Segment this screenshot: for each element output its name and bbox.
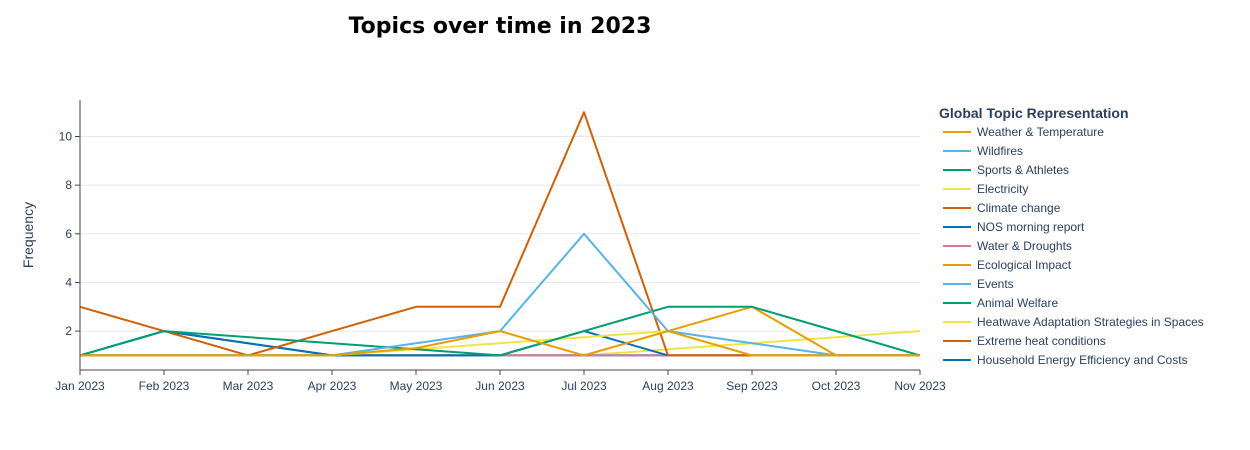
x-tick-label: Nov 2023 <box>894 379 946 393</box>
legend-label: Sports & Athletes <box>977 163 1069 177</box>
y-tick-label: 10 <box>59 129 73 143</box>
legend-label: NOS morning report <box>977 220 1085 234</box>
legend-item[interactable]: Heatwave Adaptation Strategies in Spaces <box>943 315 1204 329</box>
legend-label: Climate change <box>977 201 1061 215</box>
legend-item[interactable]: Wildfires <box>943 144 1023 158</box>
legend-item[interactable]: NOS morning report <box>943 220 1085 234</box>
x-tick-label: Aug 2023 <box>642 379 694 393</box>
axis-layer: 2 4 6 8 10 Jan 2023 Feb 2023 Mar 2023 Apr 2023 Ma… <box>20 100 946 393</box>
x-tick-label: Jul 2023 <box>561 379 607 393</box>
legend-item[interactable]: Household Energy Efficiency and Costs <box>943 353 1188 367</box>
legend-item[interactable]: Sports & Athletes <box>943 163 1069 177</box>
x-tick-label: Feb 2023 <box>139 379 190 393</box>
legend-label: Electricity <box>977 182 1028 196</box>
legend-label: Events <box>977 277 1014 291</box>
legend[interactable]: Global Topic Representation Weather & Tem… <box>939 105 1204 367</box>
legend-label: Household Energy Efficiency and Costs <box>977 353 1188 367</box>
y-tick-label: 4 <box>65 275 72 289</box>
legend-item[interactable]: Animal Welfare <box>943 296 1058 310</box>
y-axis-title: Frequency <box>20 202 36 268</box>
y-tick-label: 6 <box>65 227 72 241</box>
x-tick-label: Mar 2023 <box>223 379 274 393</box>
x-tick-label: Sep 2023 <box>726 379 778 393</box>
legend-title: Global Topic Representation <box>939 105 1129 121</box>
legend-label: Water & Droughts <box>977 239 1072 253</box>
legend-item[interactable]: Weather & Temperature <box>943 125 1104 139</box>
legend-label: Heatwave Adaptation Strategies in Spaces <box>977 315 1204 329</box>
legend-label: Weather & Temperature <box>977 125 1104 139</box>
legend-label: Animal Welfare <box>977 296 1058 310</box>
legend-item[interactable]: Climate change <box>943 201 1061 215</box>
legend-item[interactable]: Electricity <box>943 182 1028 196</box>
x-tick-label: Apr 2023 <box>308 379 357 393</box>
x-tick-label: Jun 2023 <box>475 379 525 393</box>
chart-title: Topics over time in 2023 <box>348 14 652 39</box>
legend-label: Extreme heat conditions <box>977 334 1106 348</box>
legend-item[interactable]: Events <box>943 277 1014 291</box>
x-tick-label: Oct 2023 <box>812 379 861 393</box>
series-line-weather-temperature <box>80 330 920 357</box>
legend-item[interactable]: Extreme heat conditions <box>943 334 1106 348</box>
series-layer <box>79 111 921 357</box>
legend-item[interactable]: Water & Droughts <box>943 239 1072 253</box>
grid-layer <box>80 135 920 332</box>
y-tick-label: 8 <box>65 178 72 192</box>
x-tick-label: May 2023 <box>390 379 443 393</box>
y-tick-label: 2 <box>65 324 72 338</box>
legend-item[interactable]: Ecological Impact <box>943 258 1072 272</box>
x-tick-label: Jan 2023 <box>55 379 105 393</box>
legend-label: Ecological Impact <box>977 258 1072 272</box>
legend-label: Wildfires <box>977 144 1023 158</box>
